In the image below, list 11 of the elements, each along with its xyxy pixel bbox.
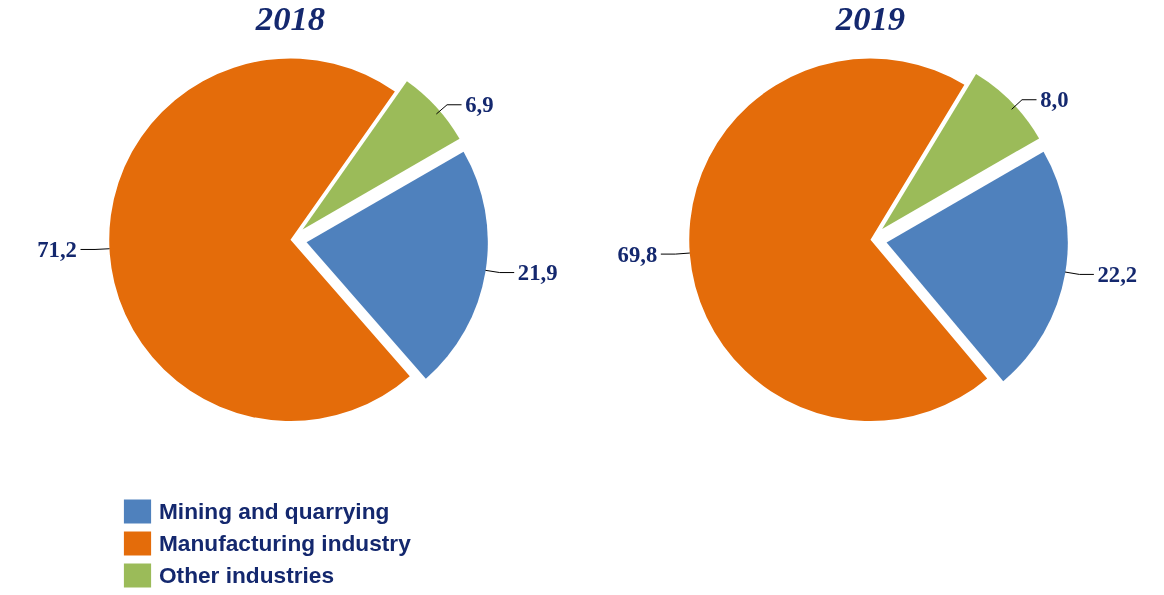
chart-title: 2018: [254, 0, 326, 37]
legend-label: Other industries: [159, 561, 334, 589]
data-label: 71,2: [37, 236, 77, 262]
data-label: 21,9: [517, 260, 558, 286]
data-label: 8,0: [1040, 87, 1069, 113]
data-label: 69,8: [617, 241, 658, 267]
data-label: 6,9: [465, 92, 494, 118]
legend-label: Mining and quarrying: [159, 497, 390, 525]
chart-title: 2019: [834, 0, 906, 37]
data-label: 22,2: [1097, 261, 1138, 287]
legend-label: Manufacturing industry: [159, 529, 411, 557]
